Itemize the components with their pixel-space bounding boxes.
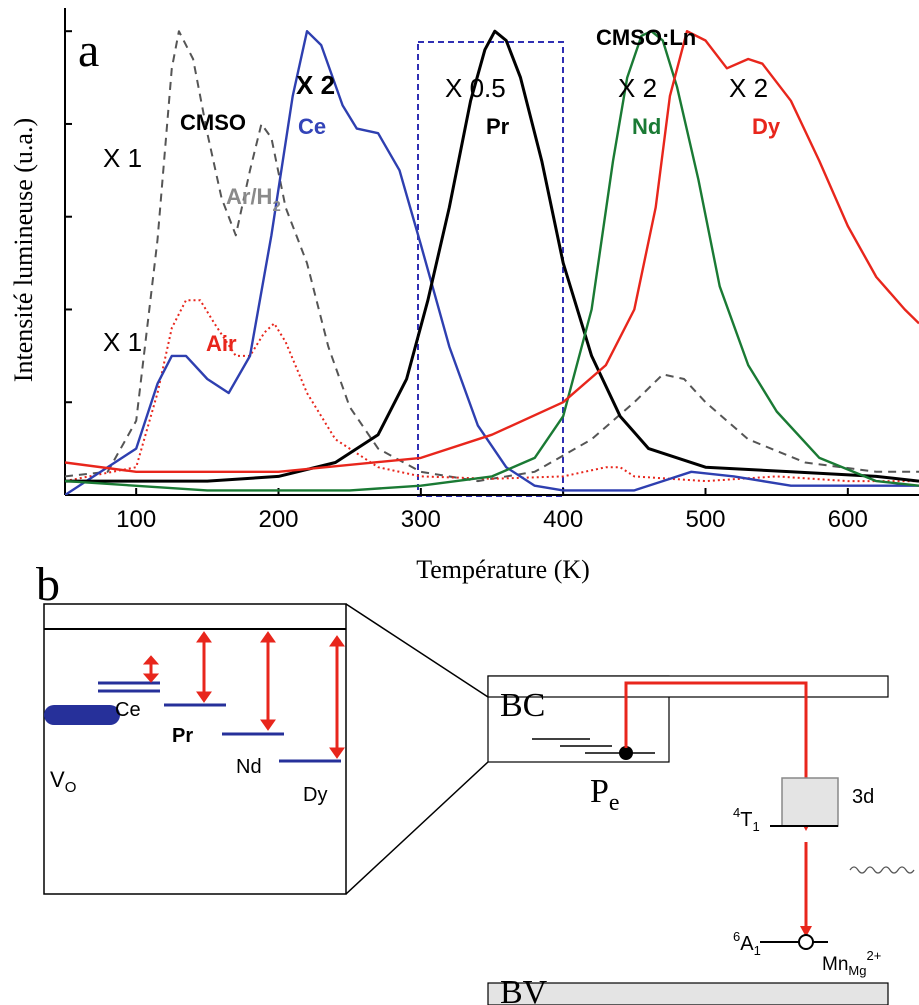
ar-scale-label: X 1 [103, 143, 142, 173]
pr-scale-label: X 0.5 [445, 73, 506, 103]
inset-ce-label: Ce [115, 699, 141, 721]
inset-nd-label: Nd [236, 756, 262, 778]
ar-label-main: Ar/H [226, 184, 272, 209]
vo-level [44, 705, 120, 725]
ar-label-sub: 2 [272, 198, 280, 215]
d-orbital-box [781, 777, 839, 827]
x-tick-label-200: 200 [258, 506, 298, 533]
d-orbital-label: 3d [852, 786, 874, 808]
ce-scale-label: X 2 [296, 70, 335, 100]
a1-sub: 1 [754, 943, 761, 958]
nd-arrow-up [260, 631, 276, 643]
vo-label-main: V [50, 767, 65, 792]
x-ticks: 100 200 300 400 500 600 [116, 488, 868, 533]
band-diagram: BC Pe 3d 4T1 6A1 MnMg2+ BV [487, 675, 915, 1005]
panel-a: a 100 200 300 400 500 600 Température (K) Int… [9, 8, 919, 584]
pr-arrow-down [196, 691, 212, 703]
electron-transfer-path [624, 681, 808, 825]
dy-scale-label: X 2 [729, 73, 768, 103]
mn-label: MnMg2+ [822, 948, 881, 978]
series-line-air [65, 299, 919, 483]
pr-label: Pr [486, 114, 510, 139]
ce-arrow-up [142, 655, 160, 665]
air-label: Air [206, 331, 237, 356]
trap-label: Pe [590, 773, 620, 816]
pr-arrow-up [196, 631, 212, 643]
conduction-band [487, 675, 889, 698]
cmso-label: CMSO [180, 110, 246, 135]
dy-label: Dy [752, 114, 781, 139]
zoom-line-bottom [345, 761, 489, 895]
panel-b-label: b [36, 558, 60, 611]
x-tick-label-400: 400 [543, 506, 583, 533]
trap-label-sub: e [609, 790, 620, 816]
x-tick-label-100: 100 [116, 506, 156, 533]
air-scale-label: X 1 [103, 327, 142, 357]
inset-diagram: VO Ce Pr Nd D [43, 603, 347, 895]
x-tick-label-500: 500 [685, 506, 725, 533]
vo-label: VO [50, 767, 76, 796]
cb-label: BC [500, 687, 545, 724]
nd-arrow-down [260, 719, 276, 731]
x-axis-label: Température (K) [416, 555, 590, 584]
series-line-nd [65, 30, 919, 492]
highlight-box [417, 41, 564, 497]
trapped-electron [619, 746, 633, 760]
valence-band [487, 982, 889, 1005]
group-label: CMSO:Ln [596, 25, 696, 50]
a1-sup: 6 [733, 929, 740, 944]
mn-sub: Mg [848, 963, 866, 978]
nd-scale-label: X 2 [618, 73, 657, 103]
vb-label: BV [500, 974, 548, 1005]
inset-pr-label: Pr [172, 725, 193, 747]
vo-label-sub: O [65, 779, 77, 796]
mn-sup: 2+ [866, 948, 881, 963]
inset-frame [43, 603, 347, 895]
a1-label: 6A1 [733, 929, 761, 958]
series-line-dy [65, 30, 919, 473]
t1-sub: 1 [752, 819, 759, 834]
dy-arrow-up [329, 635, 345, 647]
ce-arrow-down [142, 673, 160, 683]
series-line-pr [65, 29, 919, 483]
nd-label: Nd [632, 114, 661, 139]
ce-label: Ce [298, 114, 326, 139]
x-tick-label-600: 600 [828, 506, 868, 533]
ar-label: Ar/H2 [226, 184, 281, 215]
inset-dy-label: Dy [303, 784, 327, 806]
panel-b: b VO [36, 558, 915, 1005]
mn-main: Mn [822, 954, 848, 975]
t1-sup: 4 [733, 805, 740, 820]
panel-a-label: a [78, 24, 99, 77]
series-group [65, 29, 919, 495]
a1-main: A [740, 933, 754, 955]
zoom-line-top [345, 603, 489, 698]
emission-wave [849, 866, 915, 874]
series-line-ce [65, 30, 919, 495]
t1-main: T [740, 809, 752, 831]
t1-label: 4T1 [733, 805, 760, 834]
x-tick-label-300: 300 [401, 506, 441, 533]
trap-label-main: P [590, 773, 609, 810]
axes: 100 200 300 400 500 600 [64, 8, 919, 533]
hole [798, 934, 814, 950]
emission-arrow-head [800, 926, 812, 937]
series-line-ar-h2 [65, 30, 919, 483]
cb-fill-mask [488, 676, 888, 697]
dy-arrow-down [329, 747, 345, 759]
depth-arrows [142, 631, 345, 759]
y-ticks [65, 30, 72, 404]
y-axis-label: Intensité lumineuse (u.a.) [9, 118, 38, 382]
